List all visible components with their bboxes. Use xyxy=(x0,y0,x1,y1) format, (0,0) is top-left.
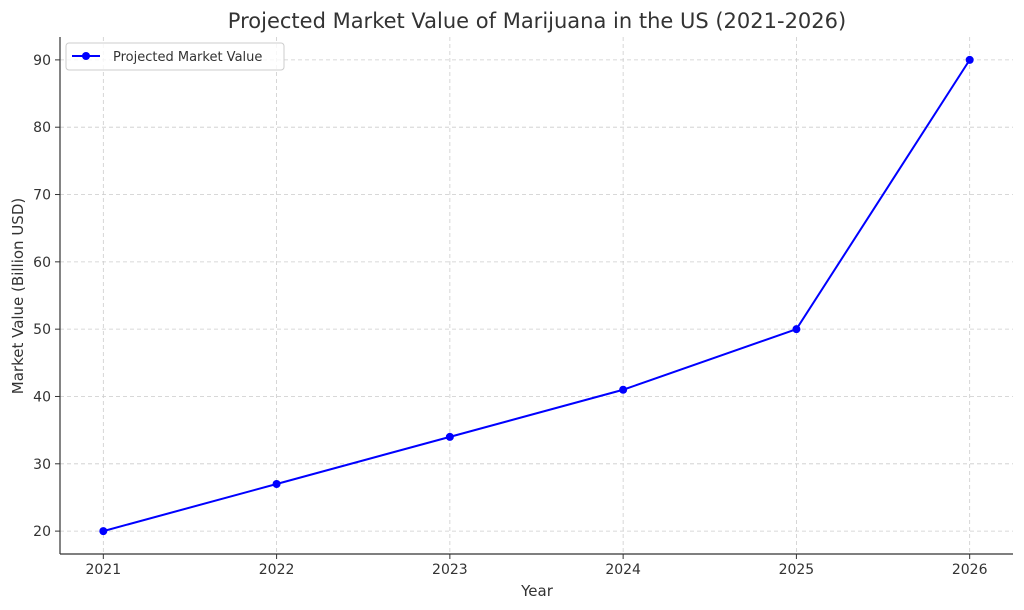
axes xyxy=(59,37,1013,555)
legend-label: Projected Market Value xyxy=(113,50,262,65)
series-line xyxy=(103,59,971,533)
data-point xyxy=(445,432,454,441)
y-tick-label: 90 xyxy=(33,53,51,69)
legend-box xyxy=(65,42,285,71)
x-axis-label: Year xyxy=(520,582,554,600)
data-point xyxy=(965,55,974,64)
y-tick-label: 80 xyxy=(33,120,51,136)
data-point xyxy=(619,385,628,394)
y-tick-label: 70 xyxy=(33,188,51,204)
y-tick-label: 60 xyxy=(33,255,51,271)
series xyxy=(99,55,974,536)
x-tick-label: 2023 xyxy=(432,562,468,578)
x-tick-label: 2021 xyxy=(85,562,121,578)
legend: Projected Market Value xyxy=(65,42,285,71)
x-tick-label: 2025 xyxy=(779,562,815,578)
y-tick-label: 50 xyxy=(33,322,51,338)
data-point xyxy=(272,479,281,488)
y-tick-label: 40 xyxy=(33,389,51,405)
x-tick-label: 2026 xyxy=(952,562,988,578)
chart-title: Projected Market Value of Marijuana in t… xyxy=(228,9,846,33)
x-tick-label: 2024 xyxy=(605,562,641,578)
legend-marker-swatch xyxy=(82,52,90,60)
grid xyxy=(60,37,1013,554)
y-axis-label: Market Value (Billion USD) xyxy=(9,198,27,394)
data-point xyxy=(792,325,801,334)
x-tick-label: 2022 xyxy=(259,562,295,578)
y-tick-label: 30 xyxy=(33,457,51,473)
y-tick-label: 20 xyxy=(33,524,51,540)
ticks: 2021 2022 2023 2024 2025 2026 20 30 40 50 60 70 80 90 xyxy=(33,53,987,578)
data-point xyxy=(99,527,108,536)
